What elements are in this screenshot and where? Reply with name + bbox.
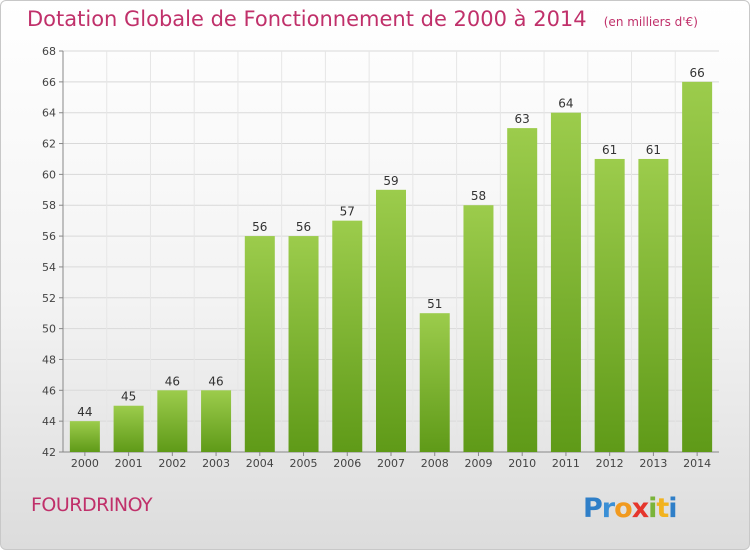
- data-label-2006: 57: [340, 205, 355, 219]
- chart-title: Dotation Globale de Fonctionnement de 20…: [27, 7, 587, 31]
- bar-2011: [550, 112, 581, 452]
- data-label-2014: 66: [689, 66, 704, 80]
- x-tick-label-2007: 2007: [377, 457, 405, 470]
- y-tick-label: 66: [42, 76, 56, 89]
- svg-text:Proxiti: Proxiti: [583, 493, 677, 524]
- bar-2012: [594, 158, 625, 452]
- data-label-2007: 59: [383, 174, 398, 188]
- x-tick-label-2004: 2004: [246, 457, 274, 470]
- x-tick-label-2006: 2006: [333, 457, 361, 470]
- data-label-2002: 46: [165, 374, 180, 388]
- y-tick-label: 50: [42, 323, 56, 336]
- bar-2001: [113, 405, 144, 452]
- x-tick-label-2011: 2011: [552, 457, 580, 470]
- bar-2010: [507, 128, 538, 452]
- data-label-2000: 44: [77, 405, 92, 419]
- bar-2005: [288, 236, 319, 452]
- data-label-2008: 51: [427, 297, 442, 311]
- x-tick-labels: 2000 2001 2002 2003 2004 2005 2006 2007 2008 2009…: [71, 457, 711, 470]
- data-label-2001: 45: [121, 390, 136, 404]
- x-tick-label-2005: 2005: [290, 457, 318, 470]
- data-labels: 44 45 46 46 56 56 57 59 51 58 63 64 61 61 66: [77, 66, 705, 419]
- y-tick-label: 44: [42, 415, 56, 428]
- y-tick-label: 68: [42, 45, 56, 58]
- bar-2008: [419, 313, 450, 452]
- x-tick-label-2012: 2012: [596, 457, 624, 470]
- data-label-2009: 58: [471, 189, 486, 203]
- bar-2000: [69, 421, 100, 452]
- data-label-2003: 46: [208, 374, 223, 388]
- data-label-2012: 61: [602, 143, 617, 157]
- bar-2014: [682, 81, 713, 452]
- y-tick-label: 60: [42, 168, 56, 181]
- y-tick-label: 56: [42, 230, 56, 243]
- x-tick-label-2002: 2002: [158, 457, 186, 470]
- y-tick-label: 58: [42, 199, 56, 212]
- x-tick-label-2003: 2003: [202, 457, 230, 470]
- chart-subtitle: (en milliers d'€): [603, 15, 698, 29]
- x-tick-label-2009: 2009: [464, 457, 492, 470]
- data-label-2011: 64: [558, 97, 573, 111]
- data-label-2005: 56: [296, 220, 311, 234]
- y-tick-label: 62: [42, 138, 56, 151]
- y-tick-label: 46: [42, 384, 56, 397]
- y-tick-labels: 42 44 46 48 50 52 54 56 58 60 62 64 66 68: [42, 45, 56, 459]
- bar-2006: [332, 220, 363, 452]
- commune-name: FOURDRINOY: [31, 494, 153, 516]
- x-tick-label-2008: 2008: [421, 457, 449, 470]
- data-label-2004: 56: [252, 220, 267, 234]
- proxiti-logo: Proxiti: [583, 493, 678, 524]
- bar-2002: [157, 390, 188, 452]
- bar-2004: [244, 236, 275, 452]
- y-tick-label: 54: [42, 261, 56, 274]
- bar-2003: [201, 390, 232, 452]
- x-tick-label-2013: 2013: [639, 457, 667, 470]
- y-tick-label: 42: [42, 446, 56, 459]
- x-tick-label-2000: 2000: [71, 457, 99, 470]
- bar-2007: [376, 189, 406, 453]
- x-tick-label-2001: 2001: [115, 457, 143, 470]
- x-tick-label-2010: 2010: [508, 457, 536, 470]
- bar-2013: [638, 158, 669, 452]
- bar-2009: [463, 205, 494, 452]
- y-tick-label: 52: [42, 292, 56, 305]
- y-tick-label: 48: [42, 353, 56, 366]
- data-label-2013: 61: [646, 143, 661, 157]
- data-label-2010: 63: [515, 112, 530, 126]
- y-tick-label: 64: [42, 107, 56, 120]
- bars: [69, 81, 713, 453]
- x-tick-label-2014: 2014: [683, 457, 711, 470]
- chart-title-row: Dotation Globale de Fonctionnement de 20…: [27, 7, 698, 31]
